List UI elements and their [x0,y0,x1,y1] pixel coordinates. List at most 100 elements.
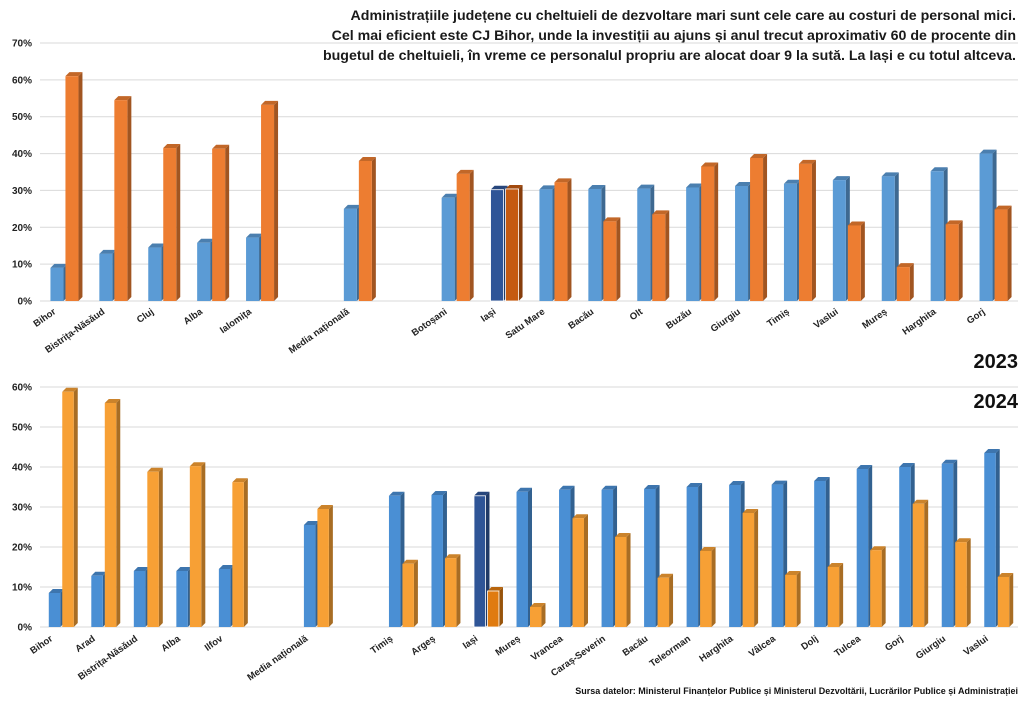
bar-investitii [444,554,461,627]
category-label: Mureș [860,306,889,331]
bar-personal [881,172,899,301]
category-label: Gorj [965,306,987,326]
category-label: Bihor [32,306,59,329]
bar-investitii [700,547,716,627]
category-label: Media națională [245,633,310,683]
bar-investitii [870,546,886,627]
bar-personal [441,193,459,301]
bar-personal [176,567,192,627]
y-tick-label: 0% [18,623,33,634]
category-label: Argeș [409,633,437,657]
bar-investitii [615,533,631,627]
y-tick-label: 60% [12,75,32,86]
bar-personal [148,243,166,301]
y-tick-label: 40% [12,463,32,474]
bar-investitii [827,563,844,627]
bar-investitii [163,144,181,301]
bar-personal [246,233,264,301]
bar-investitii [994,205,1012,301]
bar-investitii [657,573,674,627]
y-tick-label: 60% [12,383,32,394]
bar-personal [303,521,320,627]
bar-investitii [189,462,206,627]
bar-personal [783,179,801,301]
bar-personal [559,485,575,627]
bar-investitii [317,505,333,627]
category-label: Timiș [765,306,791,329]
bar-personal [588,184,606,301]
category-label: Arad [73,633,97,655]
bar-personal [941,459,958,627]
category-label: Bihor [28,633,55,656]
category-label: Gorj [883,633,905,653]
category-label: Iași [461,633,480,651]
bar-investitii [847,221,865,301]
bar-personal [735,182,753,301]
y-tick-label: 70% [12,39,32,50]
category-label: Media națională [287,306,352,356]
bar-investitii [358,156,376,301]
y-tick-label: 30% [12,186,32,197]
category-label: Tulcea [833,633,864,659]
year-label-2024: 2024 [974,391,1019,413]
category-label: Vaslui [812,306,841,331]
bar-personal [832,176,850,301]
bar-investitii [505,184,523,302]
category-label: Olt [628,306,646,323]
category-label: Ialomița [218,306,254,336]
bar-investitii [104,399,121,627]
bar-personal [218,565,235,627]
bar-personal [930,167,948,301]
category-label: Mureș [493,633,522,658]
bar-investitii [945,220,963,301]
category-label: Buzău [664,306,694,331]
bar-investitii [62,387,78,627]
category-label: Giurgiu [914,633,948,661]
chart-title: Administrațiile județene cu cheltuieli d… [200,6,1016,66]
bar-personal [539,185,557,301]
y-tick-label: 0% [18,297,33,308]
bar-investitii [530,603,546,627]
bar-investitii [147,467,163,627]
bar-investitii [232,478,248,627]
category-label: Bacău [621,633,651,658]
bar-personal [99,249,117,301]
title-line-1: Administrațiile județene cu cheltuieli d… [350,8,1016,24]
bar-personal [644,485,660,627]
category-label: Timiș [369,633,395,656]
category-label: Vaslui [962,633,991,658]
bar-investitii [554,178,572,301]
y-tick-label: 20% [12,543,32,554]
bar-personal [133,567,150,627]
bar-investitii [896,263,914,301]
category-label: Harghita [697,633,735,665]
bar-personal [729,481,745,627]
bar-investitii [997,573,1014,627]
bar-personal [516,487,532,627]
bar-personal [637,184,655,301]
y-tick-label: 20% [12,223,32,234]
bar-personal [899,463,915,627]
chart-2023: 0%10%20%30%40%50%60%70%2023BihorBistrița… [12,39,1018,373]
title-line-3: bugetul de cheltuieli, în vreme ce perso… [322,48,1016,64]
category-label: Vâlcea [747,633,779,660]
y-tick-label: 10% [12,583,32,594]
title-line-2: Cel mai eficient este CJ Bihor, unde la … [331,28,1016,44]
source-note: Sursa datelor: Ministerul Finanțelor Pub… [575,686,1018,696]
bar-investitii [487,587,503,628]
bar-investitii [701,162,719,301]
category-label: Iași [479,306,498,324]
bar-personal [686,483,703,627]
bar-investitii [785,571,801,627]
bar-personal [388,491,405,627]
bar-investitii [652,210,670,301]
bar-personal [490,185,508,302]
bar-personal [856,465,873,627]
category-label: Botoșani [410,306,450,338]
bar-personal [343,204,361,301]
bar-personal [50,263,68,301]
category-label: Cluj [135,306,156,325]
bar-investitii [912,499,929,627]
bar-personal [431,491,447,627]
category-label: Giurgiu [709,306,743,334]
